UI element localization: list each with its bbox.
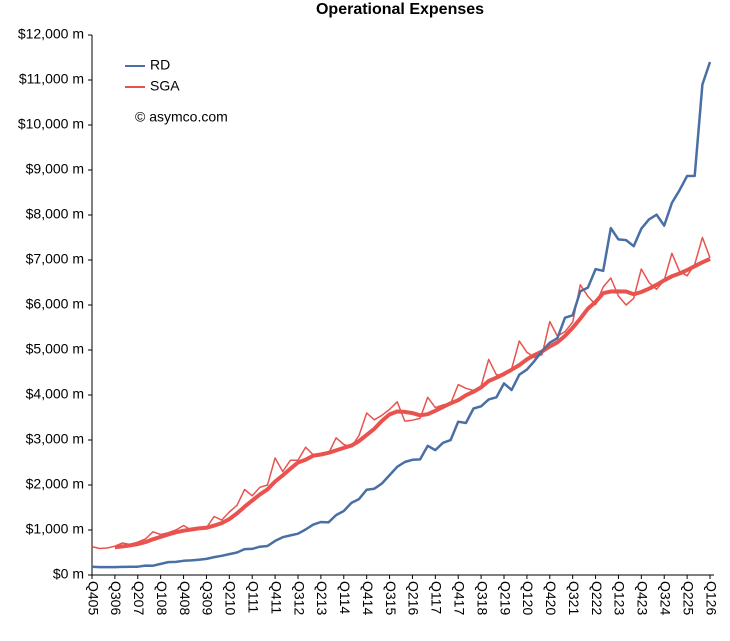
x-tick-label: Q207 (131, 581, 147, 615)
series-line (91, 236, 711, 550)
x-tick-label: Q306 (108, 581, 124, 615)
y-tick-label: $5,000 m (26, 341, 84, 357)
x-tick-label: Q417 (452, 581, 468, 615)
x-tick-label: Q321 (566, 581, 582, 615)
annotation: © asymco.com (135, 109, 228, 125)
x-tick-label: Q111 (246, 581, 262, 613)
x-tick-label: Q216 (406, 581, 422, 615)
x-tick-label: Q315 (383, 581, 399, 615)
x-tick-label: Q318 (474, 581, 490, 615)
legend-label: RD (150, 57, 170, 73)
x-tick-label: Q219 (497, 581, 513, 615)
x-tick-label: Q114 (337, 581, 353, 614)
y-tick-label: $3,000 m (26, 431, 84, 447)
y-tick-label: $10,000 m (18, 116, 84, 132)
legend-label: SGA (150, 78, 180, 94)
x-tick-label: Q420 (543, 581, 559, 615)
x-tick-label: Q411 (268, 581, 284, 614)
x-tick-label: Q423 (635, 581, 651, 615)
x-tick-label: Q408 (177, 581, 193, 615)
x-tick-label: Q117 (429, 581, 445, 614)
series-line (114, 257, 711, 550)
y-tick-label: $0 m (53, 566, 84, 582)
x-tick-label: Q213 (314, 581, 330, 615)
x-tick-label: Q126 (703, 581, 719, 615)
x-tick-label: Q108 (154, 581, 170, 615)
series-line (91, 61, 712, 569)
x-tick-label: Q225 (680, 581, 696, 615)
x-tick-label: Q309 (200, 581, 216, 615)
chart-title: Operational Expenses (316, 1, 484, 18)
y-tick-label: $1,000 m (26, 521, 84, 537)
y-tick-label: $2,000 m (26, 476, 84, 492)
x-tick-label: Q123 (612, 581, 628, 615)
y-tick-label: $11,000 m (19, 71, 84, 87)
x-tick-label: Q210 (223, 581, 239, 615)
y-tick-label: $8,000 m (26, 206, 84, 222)
x-tick-label: Q405 (85, 581, 101, 615)
x-tick-label: Q324 (658, 581, 674, 615)
y-tick-label: $4,000 m (26, 386, 84, 402)
x-tick-label: Q120 (520, 581, 536, 615)
x-tick-label: Q222 (589, 581, 605, 615)
y-tick-label: $6,000 m (26, 296, 84, 312)
x-tick-label: Q414 (360, 581, 376, 615)
y-tick-label: $7,000 m (26, 251, 84, 267)
y-tick-label: $9,000 m (26, 161, 84, 177)
x-tick-label: Q312 (291, 581, 307, 615)
y-tick-label: $12,000 m (18, 26, 84, 42)
